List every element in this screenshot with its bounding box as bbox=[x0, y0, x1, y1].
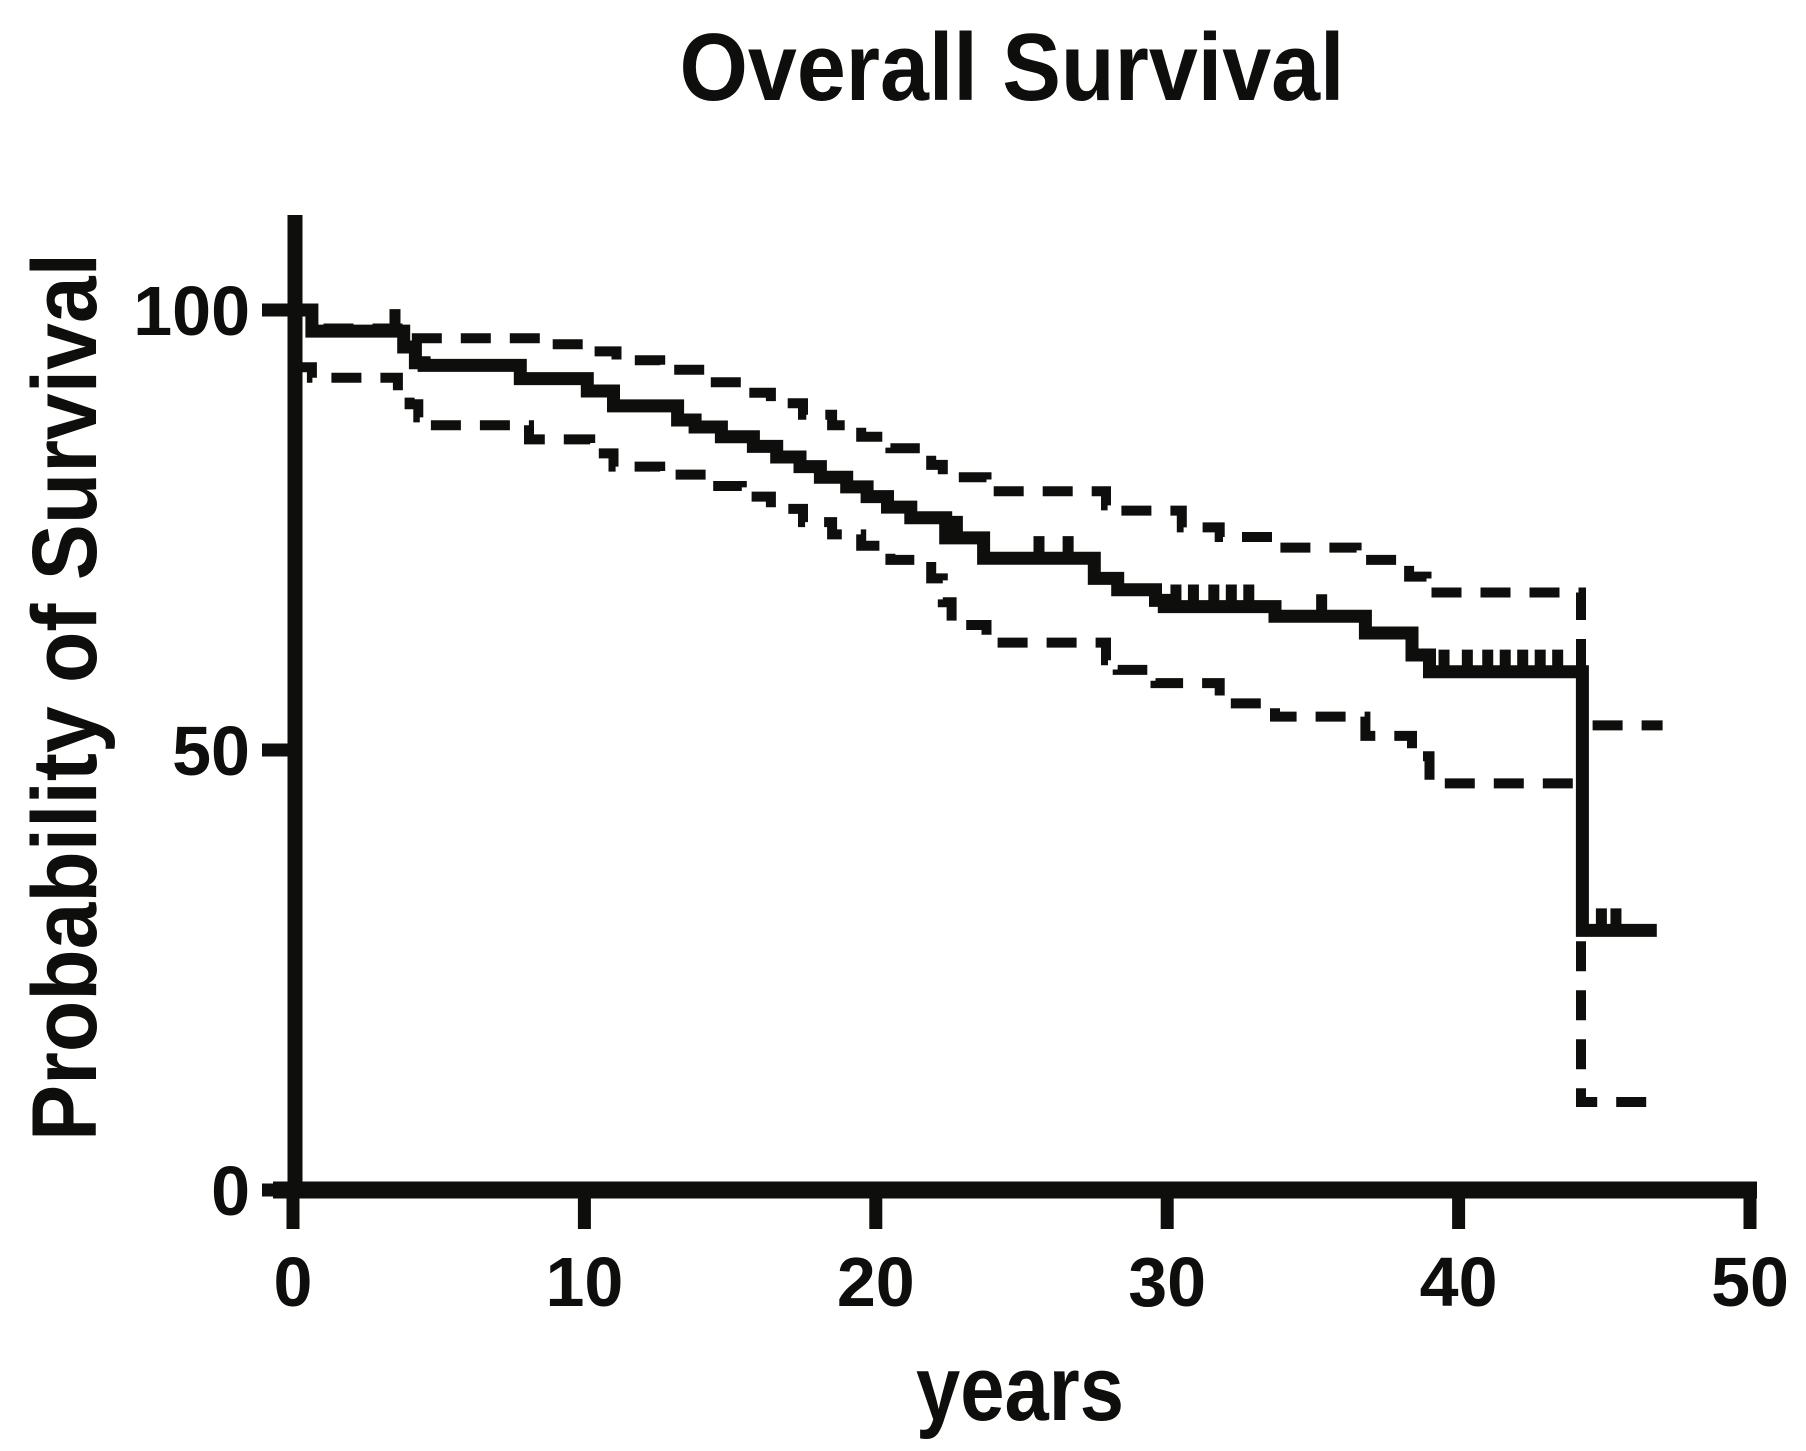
x-tick-label: 10 bbox=[545, 1243, 623, 1321]
x-tick-label: 0 bbox=[274, 1243, 313, 1321]
curve-upper-95pct-confidence-limit bbox=[293, 305, 1663, 731]
curve-lower-95pct-confidence-limit bbox=[293, 362, 1657, 1107]
axes bbox=[273, 215, 1757, 1199]
x-axis-ticks: 0 10 20 30 40 50 bbox=[274, 1192, 1789, 1321]
x-tick-label: 40 bbox=[1420, 1243, 1498, 1321]
y-axis-title: Probability of Survival bbox=[14, 253, 116, 1141]
x-axis-title: years bbox=[916, 1338, 1124, 1440]
y-tick-label: 100 bbox=[133, 272, 250, 350]
y-tick-label: 50 bbox=[172, 712, 250, 790]
chart-title: Overall Survival bbox=[680, 14, 1345, 121]
survival-curves bbox=[293, 303, 1663, 1107]
curve-overall-survival-estimate bbox=[293, 303, 1657, 937]
x-tick-label: 50 bbox=[1711, 1243, 1789, 1321]
censor-marks bbox=[389, 309, 1622, 935]
x-tick-label: 20 bbox=[837, 1243, 915, 1321]
y-tick-label: 0 bbox=[211, 1152, 250, 1230]
x-tick-label: 30 bbox=[1128, 1243, 1206, 1321]
y-axis-ticks: 0 50 100 bbox=[133, 272, 296, 1230]
